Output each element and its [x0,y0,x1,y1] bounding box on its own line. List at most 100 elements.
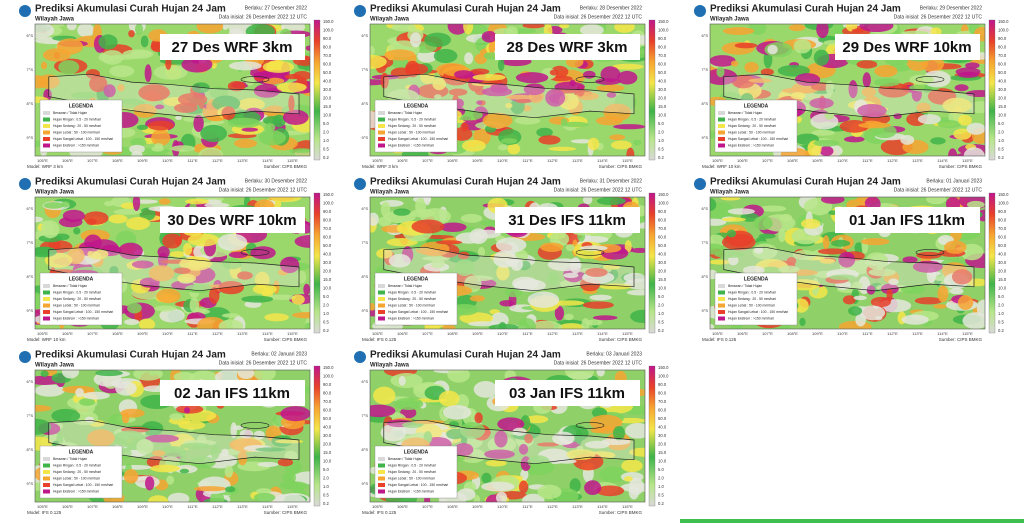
colorbar-tick: 5.0 [323,121,329,126]
lon-tick: 114°E [262,504,273,509]
colorbar-tick: 15.0 [658,104,667,109]
rain-blob [620,471,644,482]
lat-tick: 8°S [27,101,34,106]
lon-tick: 105°E [37,504,48,509]
rain-blob [942,97,972,113]
colorbar-tick: 20.0 [998,96,1007,101]
rain-blob [267,294,296,301]
rain-blob [816,24,829,39]
rain-blob [138,84,170,102]
rain-blob [228,251,248,259]
rain-blob [537,484,562,500]
lon-tick: 109°E [812,331,823,336]
rain-blob [609,134,626,141]
legend-swatch [43,457,50,461]
rain-blob [474,412,483,424]
rain-blob [955,67,981,77]
rain-blob [485,459,507,467]
rain-blob [859,24,894,33]
lon-tick: 112°E [547,504,558,509]
rain-blob [227,117,261,128]
colorbar-tick: 5.0 [323,294,329,299]
panel-title: Prediksi Akumulasi Curah Hujan 24 Jam [370,350,561,361]
colorbar [648,19,656,161]
rain-blob [370,404,396,418]
lon-tick: 110°E [497,158,508,163]
legend-swatch [718,297,725,301]
rain-blob [370,303,376,311]
lon-tick: 115°E [962,158,973,163]
rain-blob [109,54,138,60]
rain-blob [257,461,279,467]
rain-blob [398,375,406,386]
rain-blob [179,442,211,450]
rain-blob [481,30,498,43]
rain-blob [448,88,468,96]
lon-tick: 109°E [472,158,483,163]
colorbar-tick: 50.0 [323,243,332,248]
rain-blob [626,289,645,296]
rain-blob [291,312,310,319]
source-note: Sumber: CIPS BMKG [599,337,643,342]
madura-outline [240,422,270,429]
colorbar-tick: 60.0 [658,235,667,240]
source-note: Sumber: CIPS BMKG [264,510,308,515]
legend-swatch [378,476,385,481]
lon-tick: 113°E [572,504,583,509]
rain-blob [294,234,310,248]
colorbar-tick: 60.0 [323,408,332,413]
rain-blob [258,130,286,146]
lon-tick: 105°E [712,331,723,336]
init-date: Data inisial: 26 Desember 2022 12 UTC [554,14,643,20]
colorbar-tick: 100.0 [658,201,669,206]
rain-blob [413,419,445,424]
rain-blob [40,220,60,239]
rain-blob [625,422,645,439]
rain-blob [518,443,529,455]
rain-blob [933,304,948,309]
legend-swatch [718,124,725,128]
rain-blob [193,115,204,132]
rain-blob [596,84,625,92]
colorbar-tick: 1.0 [658,484,664,489]
rain-blob [563,272,579,278]
rain-blob [585,267,608,277]
legend-swatch [43,310,50,314]
rain-blob [760,68,774,76]
legend-swatch [718,290,725,295]
rain-blob [714,251,745,258]
init-date: Data inisial: 26 Desember 2022 12 UTC [554,360,643,366]
rain-blob [565,370,595,380]
colorbar-tick: 60.0 [658,408,667,413]
rain-blob [402,422,424,429]
label-box [495,207,640,233]
lon-tick: 113°E [912,158,923,163]
legend-swatch [43,297,50,301]
legend-swatch [378,297,385,301]
rain-blob [811,129,836,136]
legend-item: Hujan Ringan : 0.5 - 20 mm/hari [53,290,101,294]
valid-date: Berlaku: 28 Desember 2022 [580,5,642,11]
legend-swatch [718,143,725,148]
colorbar-tick: 0.2 [998,328,1004,333]
legend-item: Hujan Sangat Lebat : 100 - 150 mm/hari [388,310,449,314]
lat-tick: 6°S [27,33,34,38]
rain-blob [853,295,867,301]
rain-blob [497,417,525,431]
legend-item: Hujan Sangat Lebat : 100 - 150 mm/hari [53,310,114,314]
legend-title: LEGENDA [69,103,94,109]
lon-tick: 110°E [162,158,173,163]
madura-outline [575,249,605,256]
colorbar-tick: 40.0 [998,252,1007,257]
panel-title: Prediksi Akumulasi Curah Hujan 24 Jam [710,4,901,15]
rain-blob [237,370,255,380]
rain-blob [77,24,95,38]
colorbar-tick: 70.0 [658,399,667,404]
rain-blob [175,115,183,121]
lat-tick: 8°S [702,101,709,106]
panel-region: Wilayah Jawa [370,17,410,23]
colorbar [648,365,656,507]
rain-blob [221,106,236,120]
rain-blob [217,233,248,251]
colorbar-tick: 90.0 [658,209,667,214]
